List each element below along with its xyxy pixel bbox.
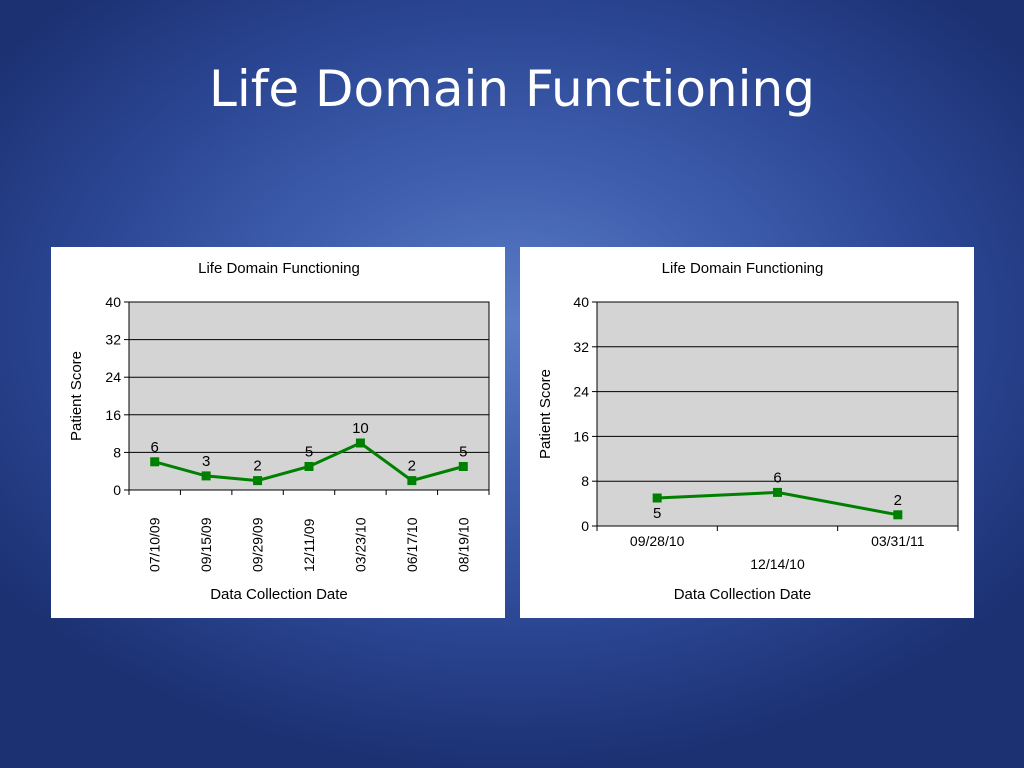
x-tick-label: 09/28/10 bbox=[630, 533, 685, 549]
y-tick-label: 24 bbox=[573, 384, 589, 400]
data-label: 6 bbox=[773, 469, 781, 486]
data-point bbox=[652, 493, 662, 503]
data-point bbox=[893, 510, 903, 520]
data-label: 6 bbox=[151, 439, 159, 456]
y-tick-label: 8 bbox=[113, 444, 121, 460]
data-label: 2 bbox=[408, 458, 416, 475]
chart-right: Life Domain Functioning Data Collection D… bbox=[537, 260, 959, 603]
data-point bbox=[355, 438, 365, 448]
data-point bbox=[253, 476, 263, 486]
data-point bbox=[201, 471, 211, 481]
x-tick-label: 09/15/09 bbox=[198, 517, 214, 572]
data-point bbox=[458, 462, 468, 471]
data-label: 2 bbox=[894, 492, 902, 509]
data-point bbox=[150, 457, 160, 467]
y-tick-label: 32 bbox=[573, 339, 589, 355]
slide-title: Life Domain Functioning bbox=[209, 60, 815, 118]
x-tick-label: 03/23/10 bbox=[352, 517, 368, 572]
x-tick-label: 03/31/11 bbox=[871, 533, 925, 549]
data-label: 5 bbox=[459, 444, 467, 461]
y-axis-label: Patient Score bbox=[68, 351, 85, 441]
y-tick-label: 40 bbox=[105, 294, 121, 310]
data-label: 5 bbox=[653, 505, 661, 522]
y-tick-label: 0 bbox=[113, 482, 121, 498]
x-tick-label: 12/11/09 bbox=[301, 518, 317, 572]
x-axis-label: Data Collection Date bbox=[674, 586, 812, 603]
plot-area bbox=[129, 302, 489, 490]
data-label: 2 bbox=[253, 458, 261, 475]
data-label: 3 bbox=[202, 453, 210, 470]
x-axis-label: Data Collection Date bbox=[210, 586, 348, 603]
chart-title: Life Domain Functioning bbox=[198, 260, 360, 277]
data-point bbox=[304, 462, 314, 471]
y-tick-label: 16 bbox=[105, 407, 121, 423]
data-label: 5 bbox=[305, 444, 313, 461]
x-tick-label: 09/29/09 bbox=[250, 517, 266, 572]
plot-frame bbox=[596, 301, 959, 527]
chart-panel-right: Life Domain Functioning Data Collection D… bbox=[520, 247, 974, 618]
x-tick-label: 06/17/10 bbox=[404, 517, 420, 572]
y-tick-label: 16 bbox=[573, 428, 589, 444]
chart-title: Life Domain Functioning bbox=[662, 260, 824, 277]
y-axis-label: Patient Score bbox=[537, 369, 554, 459]
y-tick-label: 32 bbox=[105, 332, 121, 348]
chart-panel-left: Life Domain Functioning Data Collection D… bbox=[51, 247, 505, 618]
data-label: 10 bbox=[352, 420, 369, 437]
plot-frame bbox=[128, 301, 490, 491]
x-tick-label: 12/14/10 bbox=[750, 556, 805, 572]
chart-left: Life Domain Functioning Data Collection D… bbox=[68, 260, 490, 603]
x-tick-label: 07/10/09 bbox=[147, 517, 163, 572]
data-point bbox=[773, 487, 782, 497]
y-tick-label: 0 bbox=[581, 518, 589, 534]
y-tick-label: 24 bbox=[105, 369, 121, 385]
x-tick-label: 08/19/10 bbox=[455, 517, 471, 572]
y-tick-label: 40 bbox=[573, 294, 589, 310]
data-point bbox=[407, 476, 417, 486]
y-tick-label: 8 bbox=[581, 473, 589, 489]
